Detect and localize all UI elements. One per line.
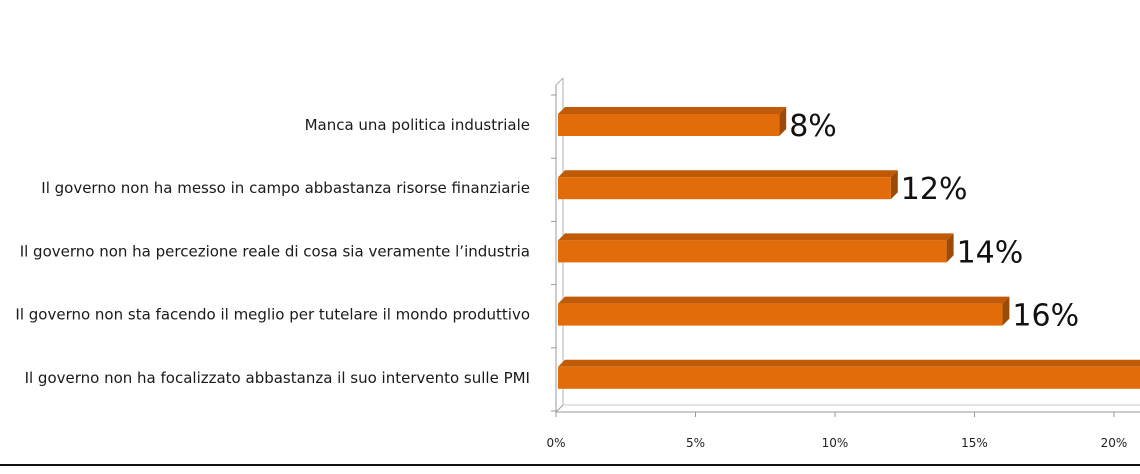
data-label: 16%: [1012, 299, 1079, 334]
bottom-rule: [0, 464, 1140, 466]
x-tick-label: 15%: [961, 436, 988, 450]
bar-top-face: [558, 107, 787, 114]
bar-side-face: [890, 170, 898, 200]
data-label: 14%: [957, 235, 1024, 270]
bar-side-face: [946, 233, 954, 263]
bar-front-face: [558, 366, 1140, 389]
category-label: Il governo non ha percezione reale di co…: [20, 242, 530, 260]
axis-bottom-slant: [555, 404, 564, 413]
chart-bars: [558, 107, 1140, 389]
data-label: 8%: [789, 109, 837, 144]
bar-front-face: [558, 303, 1003, 326]
x-tick-label: 10%: [822, 436, 849, 450]
data-label: 12%: [901, 172, 968, 207]
bar-front-face: [558, 177, 891, 200]
bar: [558, 170, 898, 200]
category-label: Manca una politica industriale: [305, 116, 530, 134]
category-labels: Manca una politica industriale Il governo…: [15, 116, 530, 387]
chart-axes: [551, 77, 1140, 413]
value-labels: 8% 12% 14% 16%: [789, 109, 1079, 334]
category-label: Il governo non sta facendo il meglio per…: [15, 306, 530, 324]
bar-side-face: [1002, 296, 1010, 326]
x-tick-label: 0%: [546, 436, 565, 450]
category-label: Il governo non ha messo in campo abbasta…: [41, 179, 530, 197]
bar-front-face: [558, 114, 780, 136]
bar-front-face: [558, 240, 947, 263]
bar: [558, 296, 1010, 326]
bar-top-face: [558, 170, 898, 178]
bar-top-face: [558, 359, 1140, 367]
category-label: Il governo non ha focalizzato abbastanza…: [25, 369, 530, 387]
bar-top-face: [558, 296, 1010, 304]
bar: [558, 107, 787, 136]
bar: [558, 233, 954, 263]
bar-top-face: [558, 233, 954, 241]
bar-side-face: [779, 107, 787, 136]
axis-top-slant: [555, 77, 564, 86]
x-tick-label: 20%: [1101, 436, 1128, 450]
x-axis-ticks: 0% 5% 10% 15% 20%: [546, 412, 1127, 450]
bar: [558, 359, 1140, 389]
x-tick-label: 5%: [686, 436, 705, 450]
